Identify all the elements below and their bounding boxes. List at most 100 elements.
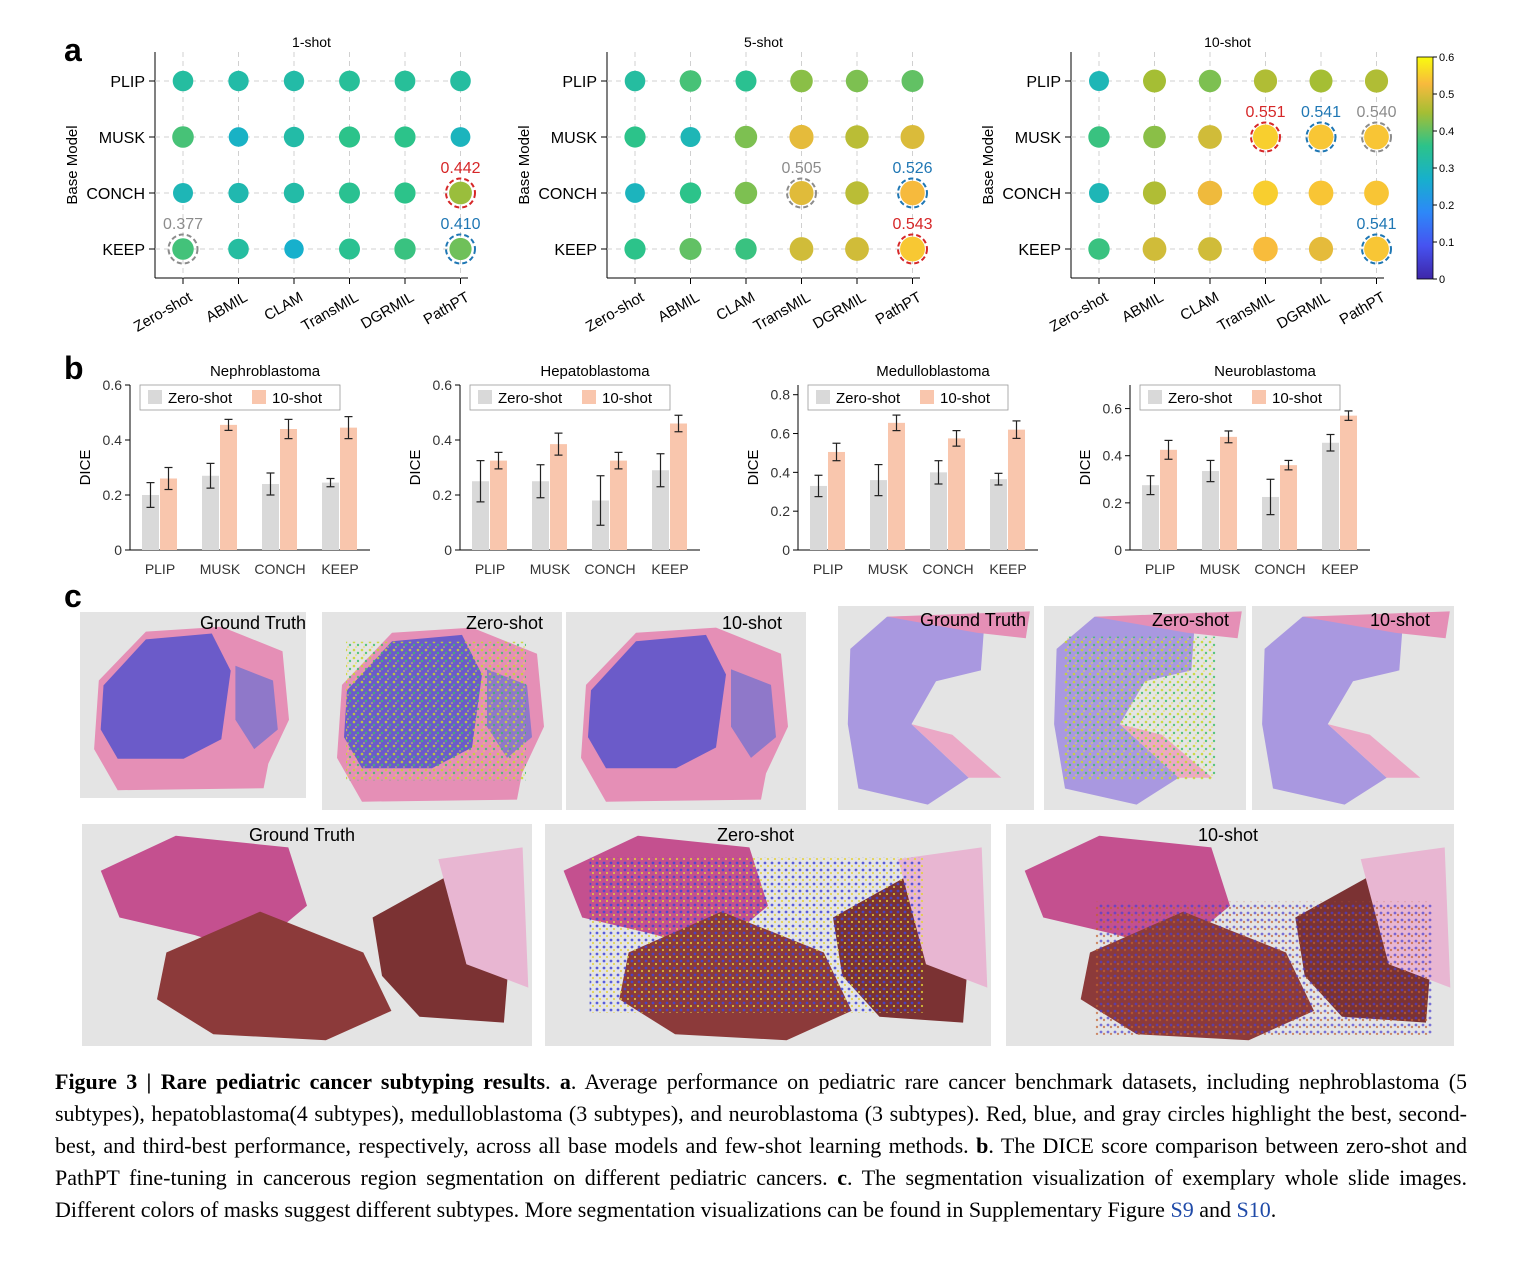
bubble-chart-0: 1-shot PLIP MUSK CONCH KEEP Base Model Zero-sh…: [64, 34, 481, 336]
slide-thumbnail: Ground Truth: [80, 612, 306, 798]
bar-10-shot: [490, 460, 507, 550]
caption-a-label: a: [559, 1069, 571, 1094]
y-axis-label: DICE: [77, 450, 94, 486]
data-bubble: [228, 70, 249, 92]
data-bubble: [339, 70, 360, 92]
bar-chart-1: Hepatoblastoma 0 0.2 0.4 0.6 DICE PLIP MUSK CONC…: [407, 363, 700, 577]
bubble-chart-1: 5-shot PLIP MUSK CONCH KEEP Base Model Zero-sh…: [516, 34, 933, 336]
panel-label-b: b: [64, 350, 84, 386]
tissue-stroma-band: [911, 724, 1002, 778]
y-axis-label: Base Model: [64, 125, 81, 204]
colorbar-tick-label: 0.1: [1439, 237, 1454, 249]
colorbar-tick-label: 0.4: [1439, 126, 1454, 138]
data-bubble: [1308, 124, 1334, 150]
legend-swatch: [148, 390, 162, 404]
bar-10-shot: [550, 444, 567, 550]
y-tick-label: CONCH: [1002, 186, 1061, 203]
legend-box: [469, 384, 671, 411]
x-tick-label: KEEP: [1321, 561, 1358, 577]
figure-caption: Figure 3 | Rare pediatric cancer subtypi…: [55, 1066, 1467, 1226]
y-tick-label: 0: [1114, 542, 1122, 558]
slide-thumbnail: Ground Truth: [838, 606, 1034, 810]
legend-swatch: [1148, 390, 1162, 404]
chart-title: Nephroblastoma: [210, 363, 321, 380]
data-bubble: [1143, 125, 1166, 149]
data-bubble: [1198, 237, 1222, 261]
y-tick-label: KEEP: [102, 242, 145, 259]
bar-10-shot: [1340, 415, 1357, 550]
tissue-tumor: [847, 614, 985, 805]
slide-label: Zero-shot: [466, 613, 543, 633]
data-bubble: [339, 238, 360, 260]
y-tick-label: 0: [782, 542, 790, 558]
x-tick-label: CONCH: [254, 561, 305, 577]
highlight-value-label: 0.541: [1301, 104, 1341, 121]
y-tick-label: 0.2: [771, 503, 791, 519]
supplementary-link-s10[interactable]: S10: [1236, 1197, 1271, 1222]
supplementary-link-s9[interactable]: S9: [1170, 1197, 1194, 1222]
highlight-ring-best: [445, 177, 476, 209]
x-tick-label: PLIP: [1145, 561, 1175, 577]
data-bubble: [450, 127, 471, 147]
bar-10-shot: [888, 422, 905, 550]
data-bubble: [449, 181, 472, 205]
segmentation-mask: [589, 857, 925, 1013]
highlight-ring-best: [1250, 121, 1281, 153]
data-bubble: [172, 238, 194, 260]
y-tick-label: KEEP: [1018, 242, 1061, 259]
data-bubble: [339, 182, 360, 204]
bar-10-shot: [610, 460, 627, 550]
highlight-ring-best: [897, 233, 928, 265]
y-tick-label: CONCH: [538, 186, 597, 203]
data-bubble: [1143, 69, 1166, 93]
y-tick-label: 0.4: [103, 432, 123, 448]
data-bubble: [1308, 180, 1334, 206]
chart-title: 5-shot: [744, 34, 783, 50]
data-bubble: [1142, 181, 1167, 205]
highlight-ring-second: [1305, 121, 1337, 153]
y-tick-label: 0.6: [103, 377, 123, 393]
x-tick-label: MUSK: [1200, 561, 1241, 577]
x-tick-label: KEEP: [651, 561, 688, 577]
y-tick-label: 0.2: [103, 487, 123, 503]
data-bubble: [624, 126, 646, 148]
x-tick-label: TransMIL: [299, 289, 362, 335]
bar-chart-2: Medulloblastoma 0 0.2 0.4 0.6 0.8 DICE PLIP MUSK…: [745, 363, 1038, 577]
legend-swatch: [478, 390, 492, 404]
y-tick-label: 0.6: [771, 426, 791, 442]
highlight-value-label: 0.377: [163, 216, 203, 233]
data-bubble: [1364, 124, 1389, 150]
data-bubble: [1088, 238, 1110, 260]
bar-chart-0: Nephroblastoma 0 0.2 0.4 0.6 DICE PLIP MUSK CONC…: [77, 363, 370, 577]
tissue-tumor-secondary: [731, 669, 776, 758]
x-tick-label: PLIP: [145, 561, 175, 577]
data-bubble: [679, 182, 702, 204]
data-bubble: [394, 182, 416, 204]
data-bubble: [900, 125, 925, 149]
bar-zero-shot: [1202, 471, 1219, 550]
data-bubble: [284, 239, 304, 259]
bar-10-shot: [1280, 465, 1297, 550]
data-bubble: [624, 70, 646, 92]
panel-c: Ground Truth Zero-shot 10-shot Ground Truth…: [80, 606, 1454, 1046]
data-bubble: [900, 180, 925, 206]
panel-a: 1-shot PLIP MUSK CONCH KEEP Base Model Zero-sh…: [64, 34, 1454, 336]
slide-thumbnail: Zero-shot: [1044, 606, 1246, 810]
data-bubble: [735, 70, 757, 92]
chart-title: Neuroblastoma: [1214, 363, 1316, 380]
bar-zero-shot: [1322, 442, 1339, 550]
tissue-right-stroma: [438, 847, 529, 988]
legend-box: [1139, 384, 1341, 411]
bar-10-shot: [670, 423, 687, 550]
highlight-ring-second: [1361, 233, 1392, 265]
slide-label: 10-shot: [1198, 825, 1258, 845]
legend-label: Zero-shot: [498, 390, 563, 407]
colorbar-tick-label: 0.5: [1439, 89, 1454, 101]
y-tick-label: MUSK: [99, 130, 146, 147]
x-tick-label: TransMIL: [1215, 289, 1278, 335]
panel-label-a: a: [64, 32, 82, 68]
segmentation-mask: [346, 641, 526, 781]
x-tick-label: CONCH: [584, 561, 635, 577]
data-bubble: [789, 180, 814, 206]
caption-dot: .: [545, 1069, 560, 1094]
